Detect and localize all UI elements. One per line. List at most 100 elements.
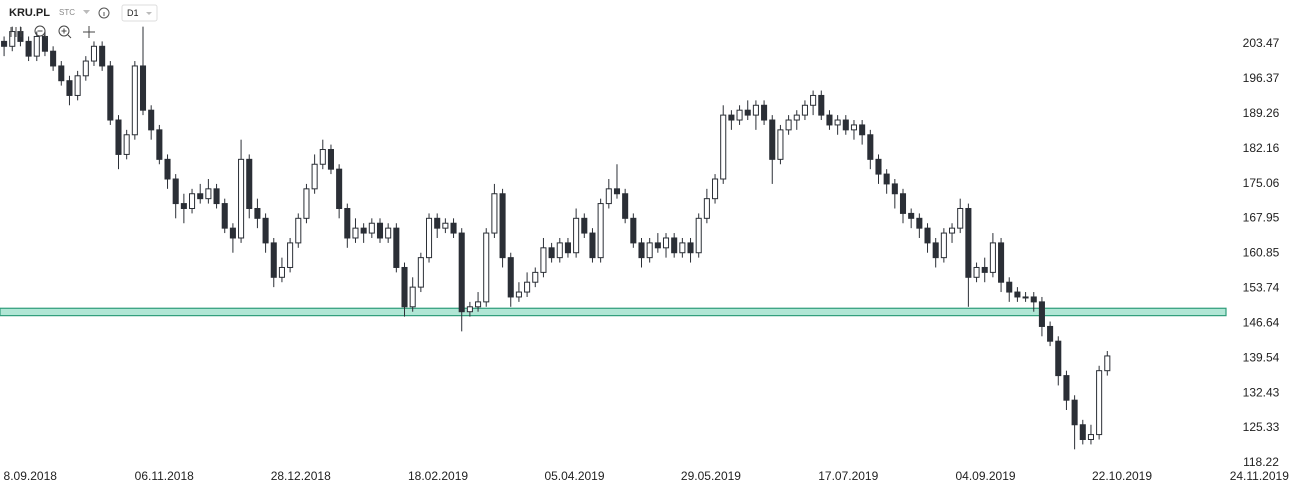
candle-body xyxy=(818,94,825,116)
candle-body xyxy=(1014,291,1021,298)
candle-body xyxy=(752,104,759,116)
interval-box[interactable] xyxy=(121,4,158,22)
candle-body xyxy=(368,222,375,234)
candle-body xyxy=(148,109,155,131)
candle-body xyxy=(74,75,81,96)
y-tick-label: 139.54 xyxy=(1243,350,1280,364)
candle-body xyxy=(156,129,163,160)
candle-body xyxy=(613,188,621,195)
candle-body xyxy=(491,193,498,234)
candle-body xyxy=(736,109,743,121)
zoom-in-glyph xyxy=(61,28,72,39)
candle-body xyxy=(532,271,539,283)
candle-type-icon[interactable] xyxy=(10,27,22,37)
candle-body xyxy=(180,203,187,209)
candle-body xyxy=(475,301,482,308)
candle-body xyxy=(466,306,473,313)
candle-body xyxy=(319,149,326,165)
candle-body xyxy=(998,242,1005,283)
candle-body xyxy=(679,242,686,254)
candle-body xyxy=(1030,296,1037,303)
y-tick-label: 203.47 xyxy=(1243,36,1280,50)
candle-body xyxy=(540,247,547,273)
candle-body xyxy=(957,207,964,229)
candle-body xyxy=(1071,399,1078,426)
candle-body xyxy=(25,40,32,57)
candle-body xyxy=(1006,281,1013,293)
candle-body xyxy=(1063,375,1070,401)
candle-body xyxy=(336,168,343,209)
candle-body xyxy=(1096,370,1103,436)
candle-body xyxy=(605,188,612,205)
x-tick-label: 04.09.2019 xyxy=(956,469,1016,483)
x-tick-label: 06.11.2018 xyxy=(135,469,194,483)
x-tick-label: 18.02.2019 xyxy=(408,469,468,483)
candle-body xyxy=(58,65,65,82)
candle-body xyxy=(221,203,228,229)
y-tick-label: 196.37 xyxy=(1243,71,1280,85)
candle-body xyxy=(940,232,947,259)
candle-body xyxy=(515,291,522,298)
candle-body xyxy=(728,114,735,121)
symbol[interactable]: KRU.PL xyxy=(9,7,50,19)
candle-body xyxy=(801,104,808,116)
y-tick-label: 146.64 xyxy=(1243,315,1280,329)
info-icon[interactable] xyxy=(98,7,110,19)
candle-body xyxy=(352,227,359,239)
candle-body xyxy=(662,237,670,249)
y-tick-label: 189.26 xyxy=(1243,106,1280,120)
candle-body xyxy=(622,193,629,219)
candle-body xyxy=(949,227,956,234)
candle-body xyxy=(385,227,392,239)
candle-body xyxy=(842,119,849,131)
candle-body xyxy=(810,94,817,106)
source[interactable]: STC xyxy=(59,8,75,17)
candle-body xyxy=(41,35,48,52)
candle-body xyxy=(883,173,890,185)
zoom-out-glyph xyxy=(37,30,48,39)
candle-body xyxy=(90,45,98,62)
x-tick-label: 24.11.2019 xyxy=(1230,469,1289,483)
toolbar xyxy=(10,25,95,39)
candle-body xyxy=(1,40,8,47)
candle-body xyxy=(761,104,768,121)
source-dropdown[interactable] xyxy=(83,10,90,14)
candle-body xyxy=(450,222,457,234)
candle-body xyxy=(287,242,294,268)
candle-body xyxy=(303,188,310,219)
candle-body xyxy=(213,188,220,205)
candle-body xyxy=(327,149,334,170)
candle-body xyxy=(826,114,833,126)
y-tick-label: 160.85 xyxy=(1243,246,1280,260)
zoom-out-icon[interactable] xyxy=(34,25,46,37)
candle-body xyxy=(850,124,858,131)
candle-body xyxy=(916,217,923,229)
candle-body xyxy=(131,65,138,136)
y-tick-label: 153.74 xyxy=(1243,281,1280,295)
y-tick-label: 167.95 xyxy=(1243,211,1280,225)
interval[interactable]: D1 xyxy=(127,8,139,18)
y-tick-label: 182.16 xyxy=(1243,141,1280,155)
candle-body xyxy=(556,242,563,259)
candle-body xyxy=(695,217,702,254)
candle-body xyxy=(973,266,980,278)
candle-body xyxy=(409,286,416,308)
candle-body xyxy=(932,242,939,259)
zoom-in-icon[interactable] xyxy=(58,25,70,37)
candle-body xyxy=(1055,340,1062,377)
candle-body xyxy=(164,158,171,180)
candle-body xyxy=(393,227,400,268)
candle-body xyxy=(50,50,57,67)
candle-body xyxy=(875,158,882,175)
candle-body xyxy=(311,163,318,190)
pan-icon[interactable] xyxy=(83,26,95,38)
candle-body xyxy=(654,242,661,249)
candle-body xyxy=(189,193,196,209)
candle-body xyxy=(262,217,269,244)
candle-body xyxy=(703,198,710,219)
candle-body xyxy=(924,227,931,244)
candle-body xyxy=(205,188,212,200)
candle-body xyxy=(123,134,130,155)
support-zone xyxy=(0,307,1227,317)
